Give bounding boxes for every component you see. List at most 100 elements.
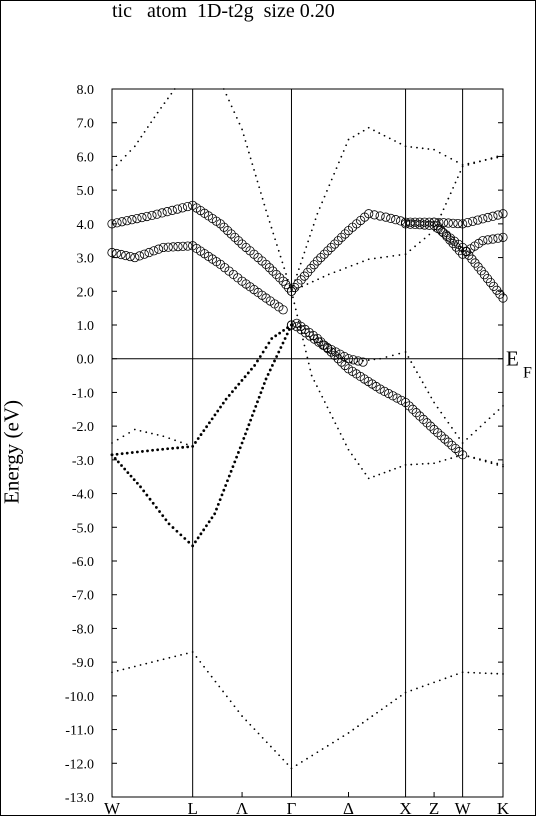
band-point — [194, 441, 197, 444]
band-point — [313, 379, 316, 382]
band-point — [145, 662, 148, 665]
band-point — [385, 356, 388, 358]
band-point — [253, 169, 255, 171]
band-point — [334, 422, 337, 425]
band-point — [191, 544, 195, 548]
band-point — [352, 135, 355, 138]
band-point — [207, 421, 211, 425]
band-point — [399, 142, 402, 145]
band-point — [253, 728, 256, 731]
band-point — [162, 435, 165, 438]
band-point — [143, 130, 146, 133]
band-point — [319, 249, 329, 259]
band-point — [219, 405, 222, 409]
band-point — [488, 211, 498, 221]
band-point — [132, 213, 142, 224]
band-point — [405, 217, 415, 227]
band-point — [418, 241, 421, 244]
band-point — [490, 672, 493, 675]
band-point — [270, 337, 274, 340]
band-point — [278, 276, 288, 286]
band-point — [125, 251, 135, 262]
band-point — [276, 244, 278, 246]
band-point — [107, 247, 117, 258]
band-point — [318, 340, 328, 350]
band-point — [235, 116, 238, 119]
band-point — [479, 160, 481, 163]
band-point — [262, 382, 266, 385]
band-point — [252, 409, 256, 413]
band-point — [295, 287, 298, 290]
band-point — [421, 381, 424, 384]
band-point — [278, 305, 288, 315]
band-point — [327, 273, 330, 276]
band-point — [309, 234, 311, 237]
band-point — [479, 458, 481, 461]
band-point — [270, 226, 273, 229]
band-point — [410, 219, 420, 230]
band-point — [456, 455, 458, 458]
band-point — [161, 447, 165, 451]
band-point — [388, 391, 398, 401]
band-point — [268, 221, 271, 223]
band-point — [121, 250, 131, 261]
band-point — [162, 207, 172, 217]
band-point — [493, 413, 495, 416]
band-point — [171, 526, 175, 529]
band-point — [404, 691, 407, 694]
band-point — [254, 174, 257, 177]
kpoint-label: W — [104, 799, 121, 816]
y-tick-label: 0.0 — [77, 353, 95, 368]
band-point — [378, 473, 381, 476]
band-point — [139, 485, 142, 489]
band-point — [259, 192, 262, 194]
y-tick-label: -6.0 — [72, 555, 94, 570]
band-point — [137, 140, 139, 143]
kpoint-label: Λ — [236, 799, 249, 816]
band-point — [483, 235, 493, 245]
band-point — [259, 391, 263, 395]
band-point — [115, 452, 119, 456]
band-point — [281, 341, 285, 345]
band-point — [342, 735, 345, 738]
band-point — [353, 356, 363, 366]
kpoint-label: W — [455, 799, 472, 816]
y-tick-label: -12.0 — [65, 757, 94, 772]
band-point — [299, 262, 302, 265]
band-point — [297, 268, 300, 271]
band-point — [256, 180, 259, 183]
band-point — [404, 145, 407, 148]
band-point — [191, 651, 194, 653]
kpoint-label: Γ — [287, 799, 297, 816]
band-point — [258, 186, 261, 189]
band-point — [447, 421, 450, 424]
band-point — [115, 164, 118, 167]
band-point — [283, 267, 286, 270]
band-point — [332, 741, 334, 744]
band-point — [473, 456, 476, 459]
band-point — [375, 384, 385, 394]
band-point — [467, 163, 470, 166]
band-point — [493, 210, 503, 220]
band-point — [250, 367, 253, 371]
band-point — [386, 255, 389, 258]
band-point — [367, 258, 370, 261]
band-point — [241, 128, 243, 131]
band-point — [399, 465, 402, 468]
band-point — [120, 464, 123, 467]
band-point — [145, 493, 149, 497]
band-point — [129, 150, 132, 152]
band-point — [488, 234, 498, 244]
band-point — [448, 238, 458, 249]
band-point — [146, 126, 149, 128]
band-point — [134, 251, 145, 261]
band-point — [488, 417, 491, 420]
band-point — [273, 359, 276, 363]
band-point — [458, 219, 468, 229]
band-point — [318, 207, 321, 209]
band-point — [425, 421, 436, 431]
band-point — [399, 694, 402, 697]
band-point — [156, 659, 159, 662]
band-point — [185, 443, 188, 446]
band-point — [123, 467, 127, 471]
